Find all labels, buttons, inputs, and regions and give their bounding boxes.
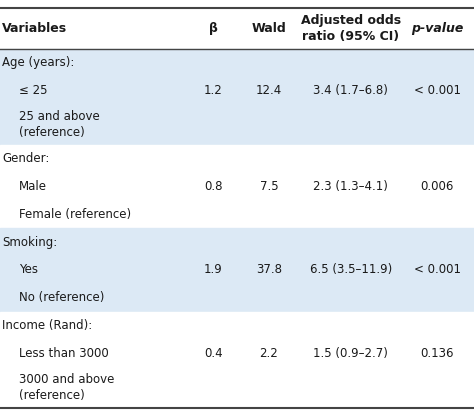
Bar — [0, 367, 474, 408]
Text: 12.4: 12.4 — [256, 84, 282, 97]
Text: < 0.001: < 0.001 — [414, 263, 461, 276]
Text: 37.8: 37.8 — [256, 263, 282, 276]
Text: 2.2: 2.2 — [260, 347, 278, 360]
Text: 1.9: 1.9 — [204, 263, 223, 276]
Text: 7.5: 7.5 — [260, 180, 278, 193]
Text: ≤ 25: ≤ 25 — [19, 84, 47, 97]
Bar — [0, 49, 474, 77]
Text: < 0.001: < 0.001 — [414, 84, 461, 97]
Text: β: β — [209, 22, 218, 35]
Bar — [0, 8, 474, 49]
Bar — [0, 284, 474, 312]
Text: 1.5 (0.9–2.7): 1.5 (0.9–2.7) — [313, 347, 388, 360]
Text: p-value: p-value — [411, 22, 464, 35]
Text: 1.2: 1.2 — [204, 84, 223, 97]
Text: Wald: Wald — [252, 22, 286, 35]
Bar — [0, 104, 474, 145]
Text: Gender:: Gender: — [2, 152, 50, 165]
Bar — [0, 312, 474, 339]
Text: 0.4: 0.4 — [204, 347, 223, 360]
Bar — [0, 77, 474, 104]
Text: 3.4 (1.7–6.8): 3.4 (1.7–6.8) — [313, 84, 388, 97]
Bar — [0, 256, 474, 284]
Text: Income (Rand):: Income (Rand): — [2, 319, 92, 332]
Text: 25 and above
(reference): 25 and above (reference) — [19, 110, 100, 139]
Bar — [0, 145, 474, 173]
Bar — [0, 228, 474, 256]
Text: Female (reference): Female (reference) — [19, 208, 131, 221]
Bar — [0, 339, 474, 367]
Text: Age (years):: Age (years): — [2, 56, 75, 69]
Text: Adjusted odds
ratio (95% CI): Adjusted odds ratio (95% CI) — [301, 14, 401, 43]
Text: Male: Male — [19, 180, 47, 193]
Text: Variables: Variables — [2, 22, 67, 35]
Text: Yes: Yes — [19, 263, 38, 276]
Text: 2.3 (1.3–4.1): 2.3 (1.3–4.1) — [313, 180, 388, 193]
Text: 0.006: 0.006 — [420, 180, 454, 193]
Text: 0.136: 0.136 — [420, 347, 454, 360]
Bar — [0, 173, 474, 201]
Text: Less than 3000: Less than 3000 — [19, 347, 109, 360]
Text: No (reference): No (reference) — [19, 291, 104, 304]
Text: 0.8: 0.8 — [204, 180, 223, 193]
Text: 6.5 (3.5–11.9): 6.5 (3.5–11.9) — [310, 263, 392, 276]
Bar — [0, 201, 474, 228]
Text: 3000 and above
(reference): 3000 and above (reference) — [19, 373, 114, 402]
Text: Smoking:: Smoking: — [2, 235, 58, 249]
